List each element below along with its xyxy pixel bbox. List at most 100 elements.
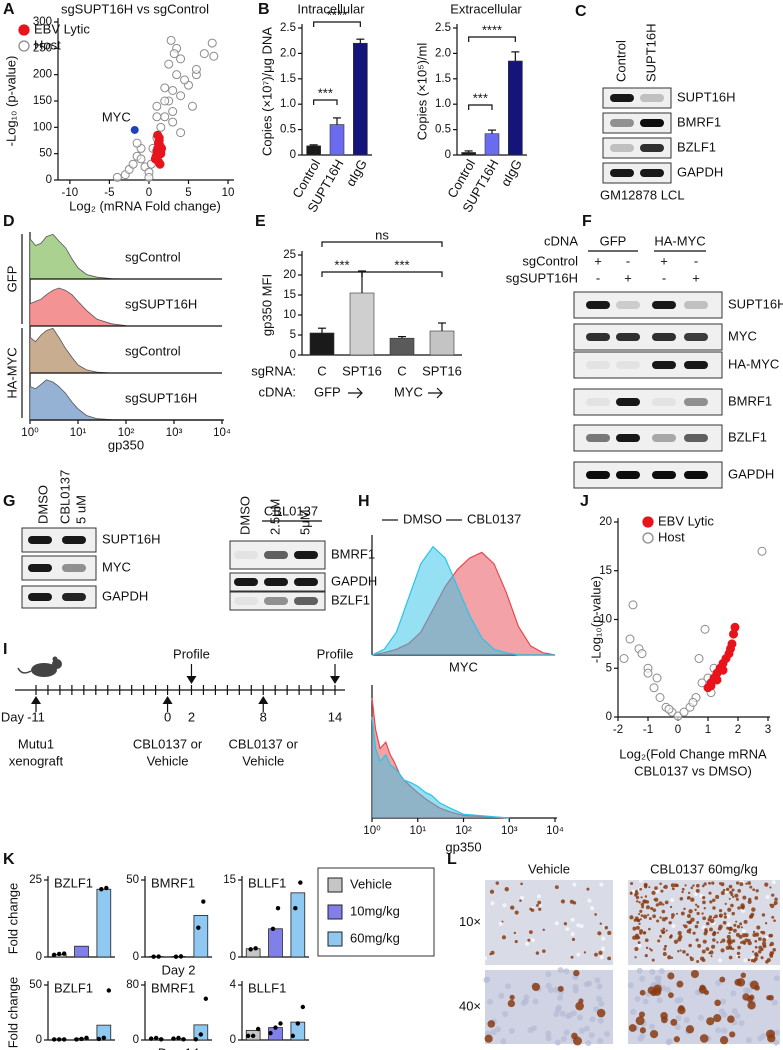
column-label: Vehicle (528, 861, 570, 876)
condition-label: sgSUPT16H (506, 270, 578, 285)
bar (329, 124, 345, 156)
stained-cell (696, 921, 700, 924)
dot (74, 1037, 79, 1042)
blot-label: BMRF1 (677, 114, 721, 129)
tissue-texture (734, 1013, 741, 1020)
point (694, 654, 704, 663)
tissue-texture (721, 1011, 728, 1018)
condition-sign: - (596, 270, 600, 285)
stained-cell (690, 886, 694, 890)
dot (273, 1025, 278, 1030)
y-tick-label: 1.0 (435, 98, 451, 110)
stained-cell (648, 947, 651, 950)
tissue-texture (570, 932, 575, 937)
blot-label: GAPDH (331, 573, 377, 588)
stained-cell (554, 885, 559, 890)
significance-bracket (361, 271, 443, 277)
blot-label: SUPT16H (677, 89, 736, 104)
tissue-texture (742, 987, 749, 994)
stained-cell (695, 938, 699, 942)
tissue-texture (570, 1010, 577, 1017)
dot (203, 996, 209, 1001)
y-tick-label: 2.0 (280, 47, 296, 59)
point (209, 51, 219, 61)
legend-label: CBL0137 (467, 511, 521, 526)
stained-cell (599, 922, 602, 925)
x-tick-label: C (317, 363, 326, 378)
x-tick-label: 5 (185, 187, 191, 199)
x-axis-label: Day 2 (162, 962, 196, 977)
stained-cell (681, 887, 685, 891)
row-label: cDNA: (258, 384, 296, 399)
stained-cell (696, 960, 700, 964)
stained-cell (689, 956, 692, 959)
stained-cell (637, 941, 641, 945)
stained-cell (734, 893, 739, 898)
stained-cell (710, 955, 713, 958)
stained-cell (705, 947, 710, 951)
tissue-texture (498, 921, 503, 926)
point (643, 668, 653, 678)
stained-cell (769, 941, 775, 947)
stained-cell (734, 978, 742, 986)
x-tick-label: 10³ (166, 427, 183, 439)
stained-cell (677, 950, 680, 953)
dot (79, 1036, 84, 1042)
stained-cell (754, 945, 758, 949)
stained-cell (651, 890, 656, 896)
x-axis-label: gp350 (108, 437, 144, 452)
stained-cell (731, 939, 736, 943)
point (168, 117, 178, 127)
stained-cell (642, 914, 648, 919)
dot (51, 952, 57, 958)
stained-cell (736, 924, 741, 929)
blot-band (610, 169, 634, 177)
blot-band (586, 398, 610, 406)
panel-letter: D (3, 213, 15, 230)
blot-band (234, 551, 258, 559)
dot (293, 906, 298, 911)
tissue-texture (532, 998, 539, 1005)
stained-cell (662, 903, 665, 906)
group-arrow (428, 387, 443, 399)
x-tick-label: 10 (222, 187, 235, 199)
panel-letter: E (255, 213, 266, 230)
blot-band (684, 301, 708, 309)
stained-cell (735, 920, 738, 923)
point (679, 707, 689, 717)
x-tick-label: -2 (613, 724, 623, 736)
legend-label: 60mg/kg (350, 930, 400, 945)
blot-band (640, 169, 664, 177)
stained-cell (487, 1020, 496, 1028)
stained-cell (702, 896, 706, 900)
stained-cell (676, 980, 684, 988)
stained-cell (728, 940, 733, 945)
tissue-texture (545, 1030, 552, 1037)
timeline-day: 2 (188, 709, 195, 724)
event-label: Vehicle (242, 753, 284, 768)
track-fill (30, 379, 126, 420)
bar (389, 337, 415, 356)
x-tick-label: 10² (118, 427, 135, 439)
tissue-texture (596, 995, 603, 1002)
stained-cell (752, 888, 756, 892)
timeline-day: 8 (260, 709, 267, 724)
stained-cell (687, 920, 692, 925)
tissue-texture (720, 998, 727, 1005)
stained-cell (660, 1012, 668, 1020)
stained-cell (699, 1034, 709, 1043)
stained-cell (596, 1008, 606, 1018)
tissue-texture (536, 894, 541, 899)
stained-cell (703, 931, 708, 936)
stained-cell (636, 918, 640, 922)
y-tick-label: 20 (599, 516, 612, 528)
stained-cell (715, 894, 720, 900)
tissue-texture (576, 923, 581, 928)
stained-cell (667, 992, 674, 999)
significance-bracket (468, 104, 493, 110)
point (172, 70, 182, 80)
condition-sign: - (694, 253, 698, 268)
stained-cell (747, 940, 752, 946)
blot-band (684, 471, 708, 479)
stained-cell (667, 972, 675, 980)
